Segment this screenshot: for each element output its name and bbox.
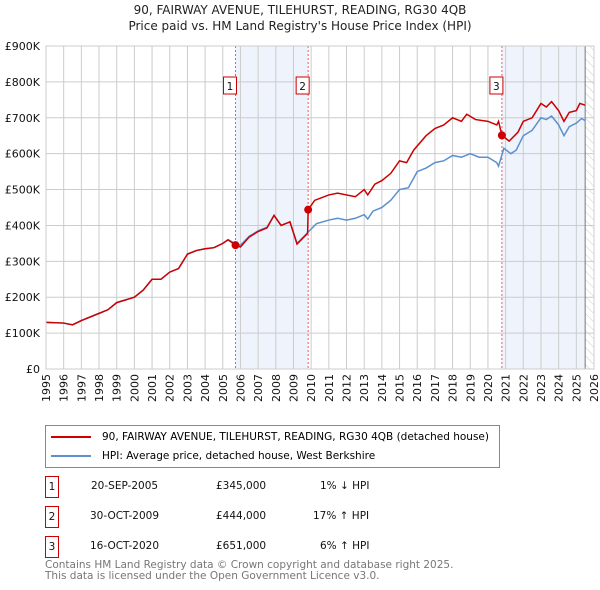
x-tick-label: 1999: [111, 374, 124, 402]
x-tick-label: 2020: [482, 374, 495, 402]
shaded-period: [501, 46, 586, 369]
x-tick-label: 2018: [447, 374, 460, 402]
x-tick-label: 2004: [199, 374, 212, 402]
legend-label: 90, FAIRWAY AVENUE, TILEHURST, READING, …: [102, 431, 489, 443]
y-tick-label: £200K: [5, 291, 41, 304]
marker-badge: 2: [45, 506, 59, 528]
x-tick-label: 2021: [500, 374, 513, 402]
x-tick-label: 2012: [341, 374, 354, 402]
footer-line: Contains HM Land Registry data © Crown c…: [45, 559, 454, 571]
x-tick-label: 2016: [411, 374, 424, 402]
marker-badge: 3: [45, 536, 59, 558]
x-tick-label: 2003: [181, 374, 194, 402]
x-tick-label: 2001: [146, 374, 159, 402]
legend-label: HPI: Average price, detached house, West…: [102, 450, 376, 462]
sale-label: 3: [493, 81, 500, 93]
y-tick-label: £900K: [5, 40, 41, 53]
transaction-row: 3 16-OCT-2020 £651,000 6% ↑ HPI: [45, 536, 545, 558]
sale-label: 1: [227, 81, 234, 93]
x-tick-label: 2023: [535, 374, 548, 402]
x-tick-label: 2022: [517, 374, 530, 402]
legend: 90, FAIRWAY AVENUE, TILEHURST, READING, …: [45, 425, 500, 468]
footer: Contains HM Land Registry data © Crown c…: [45, 560, 453, 582]
transaction-date: 16-OCT-2020: [90, 540, 159, 552]
y-tick-label: £500K: [5, 184, 41, 197]
x-tick-label: 2025: [570, 374, 583, 402]
sale-point: [497, 131, 506, 140]
x-tick-label: 2009: [287, 374, 300, 402]
y-tick-label: £300K: [5, 255, 41, 268]
x-tick-label: 1997: [75, 374, 88, 402]
transaction-date: 30-OCT-2009: [90, 510, 159, 522]
x-tick-label: 1995: [40, 374, 53, 402]
transaction-hpi: 1% ↓ HPI: [320, 480, 370, 492]
sale-label-box: [223, 76, 238, 95]
sale-label: 2: [299, 81, 306, 93]
x-tick-label: 2002: [164, 374, 177, 402]
transaction-hpi: 17% ↑ HPI: [313, 510, 370, 522]
legend-item-property: 90, FAIRWAY AVENUE, TILEHURST, READING, …: [46, 429, 489, 445]
legend-item-hpi: HPI: Average price, detached house, West…: [46, 448, 375, 464]
x-tick-label: 2026: [588, 374, 600, 402]
x-tick-label: 2000: [128, 374, 141, 402]
marker-badge: 1: [45, 476, 59, 498]
y-tick-label: £600K: [5, 148, 41, 161]
x-tick-label: 2015: [394, 374, 407, 402]
transaction-row: 1 20-SEP-2005 £345,000 1% ↓ HPI: [45, 476, 545, 498]
chart-title: 90, FAIRWAY AVENUE, TILEHURST, READING, …: [133, 3, 467, 17]
x-tick-label: 2024: [553, 374, 566, 402]
x-tick-label: 2014: [376, 374, 389, 402]
sale-label-box: [489, 76, 504, 95]
x-tick-label: 2017: [429, 374, 442, 402]
transaction-price: £651,000: [216, 540, 267, 552]
footer-line: This data is licensed under the Open Gov…: [45, 570, 380, 582]
legend-swatch-red: [51, 436, 91, 438]
x-tick-label: 1998: [93, 374, 106, 402]
y-tick-label: £700K: [5, 112, 41, 125]
forecast-hatch: [585, 46, 594, 369]
shaded-period: [235, 46, 309, 369]
x-tick-label: 1996: [58, 374, 71, 402]
x-tick-label: 2005: [217, 374, 230, 402]
transaction-date: 20-SEP-2005: [91, 480, 159, 492]
sale-point: [304, 205, 313, 214]
x-tick-label: 2007: [252, 374, 265, 402]
plot-frame: [45, 45, 595, 370]
sale-point: [231, 241, 240, 250]
transaction-hpi: 6% ↑ HPI: [320, 540, 370, 552]
transaction-price: £345,000: [216, 480, 267, 492]
price-chart: 1995 1996 1997 1998 1999 2000 2001 2002 2003 2004…: [5, 40, 600, 402]
transaction-row: 2 30-OCT-2009 £444,000 17% ↑ HPI: [45, 506, 545, 528]
property-price-line: [45, 100, 586, 326]
x-tick-label: 2011: [323, 374, 336, 402]
y-tick-label: £100K: [5, 327, 41, 340]
y-tick-label: £800K: [5, 76, 41, 89]
sale-label-box: [295, 76, 310, 95]
x-tick-label: 2013: [358, 374, 371, 402]
x-tick-label: 2006: [234, 374, 247, 402]
x-tick-label: 2008: [270, 374, 283, 402]
chart-subtitle: Price paid vs. HM Land Registry's House …: [128, 19, 472, 33]
legend-swatch-blue: [51, 455, 91, 457]
x-tick-label: 2019: [464, 374, 477, 402]
x-tick-label: 2010: [305, 374, 318, 402]
y-tick-label: £400K: [5, 219, 41, 232]
y-tick-label: £0: [26, 363, 40, 376]
transaction-price: £444,000: [216, 510, 267, 522]
